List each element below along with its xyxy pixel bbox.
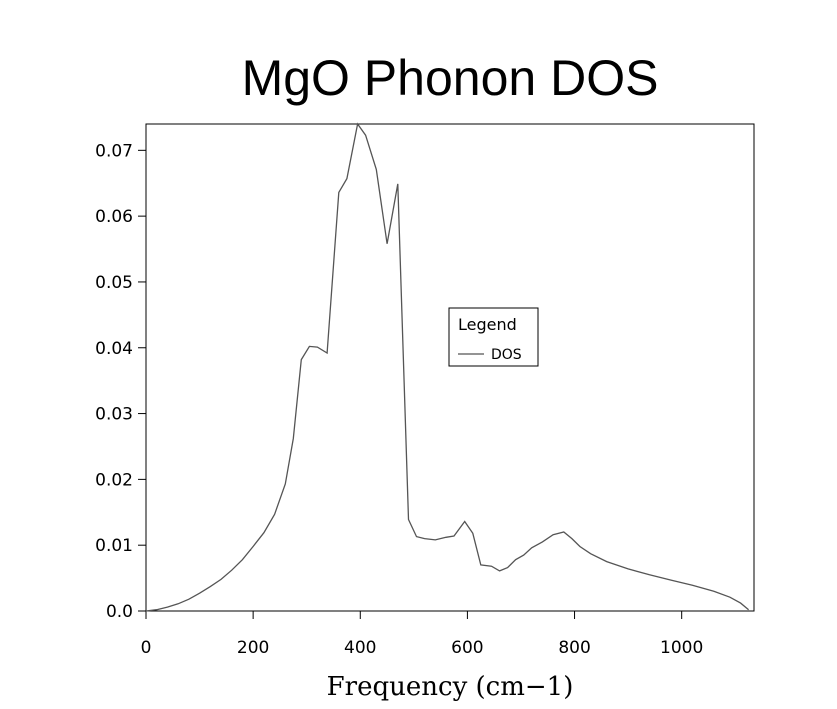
y-tick-label: 0.01 bbox=[95, 536, 133, 556]
y-tick-label: 0.02 bbox=[95, 470, 133, 490]
y-tick-label: 0.04 bbox=[95, 339, 133, 359]
y-tick-label: 0.06 bbox=[95, 207, 133, 227]
chart-title: MgO Phonon DOS bbox=[242, 50, 659, 106]
plot-frame bbox=[145, 123, 755, 612]
y-tick-label: 0.07 bbox=[95, 141, 133, 161]
x-tick-label: 1000 bbox=[660, 638, 703, 658]
legend-title: Legend bbox=[458, 315, 517, 334]
y-tick-label: 0.05 bbox=[95, 273, 133, 293]
x-tick-label: 800 bbox=[558, 638, 590, 658]
legend-entry-dos: DOS bbox=[491, 347, 522, 363]
x-tick-label: 0 bbox=[141, 638, 152, 658]
x-tick-label: 600 bbox=[451, 638, 483, 658]
dos-series-line bbox=[145, 122, 750, 612]
x-axis-label: Frequency (cm−1) bbox=[327, 672, 574, 702]
x-axis-ticks: 0 200 400 600 800 1000 bbox=[141, 611, 703, 658]
legend-box bbox=[448, 307, 539, 367]
x-tick-label: 200 bbox=[237, 638, 269, 658]
y-tick-label: 0.0 bbox=[106, 602, 133, 622]
legend: Legend DOS bbox=[448, 307, 539, 367]
y-tick-label: 0.03 bbox=[95, 405, 133, 425]
x-tick-label: 400 bbox=[344, 638, 376, 658]
y-axis-ticks: 0.0 0.01 0.02 0.03 0.04 0.05 0.06 0.07 bbox=[95, 141, 146, 622]
